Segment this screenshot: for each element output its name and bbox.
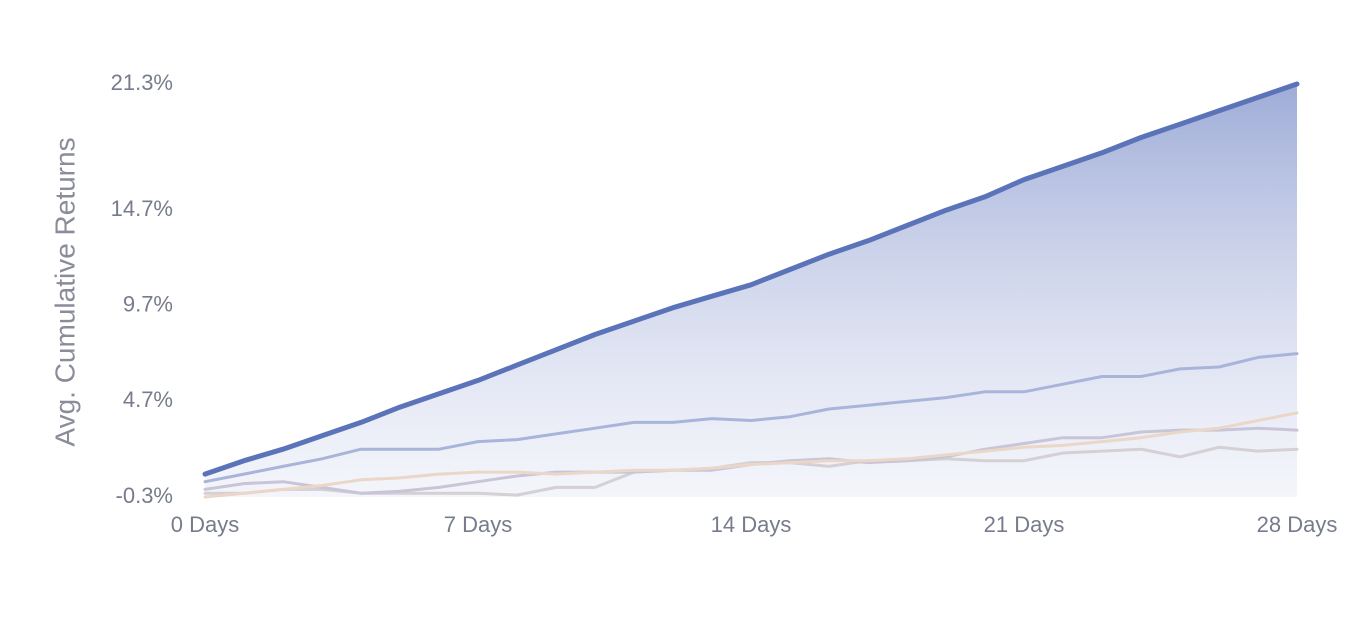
x-tick-label: 21 Days	[984, 512, 1065, 537]
x-tick-label: 14 Days	[711, 512, 792, 537]
y-tick-label: 4.7%	[123, 387, 173, 412]
x-tick-label: 28 Days	[1257, 512, 1338, 537]
y-tick-label: 14.7%	[111, 196, 173, 221]
series-line	[203, 411, 1299, 499]
y-tick-label: 9.7%	[123, 292, 173, 317]
x-tick-label: 7 Days	[444, 512, 512, 537]
area	[205, 84, 1297, 497]
y-axis-title: Avg. Cumulative Returns	[49, 137, 80, 446]
y-tick-label: 21.3%	[111, 70, 173, 95]
y-tick-label: -0.3%	[116, 483, 173, 508]
x-tick-label: 0 Days	[171, 512, 239, 537]
series-line	[202, 81, 1300, 477]
series-line	[203, 352, 1299, 484]
